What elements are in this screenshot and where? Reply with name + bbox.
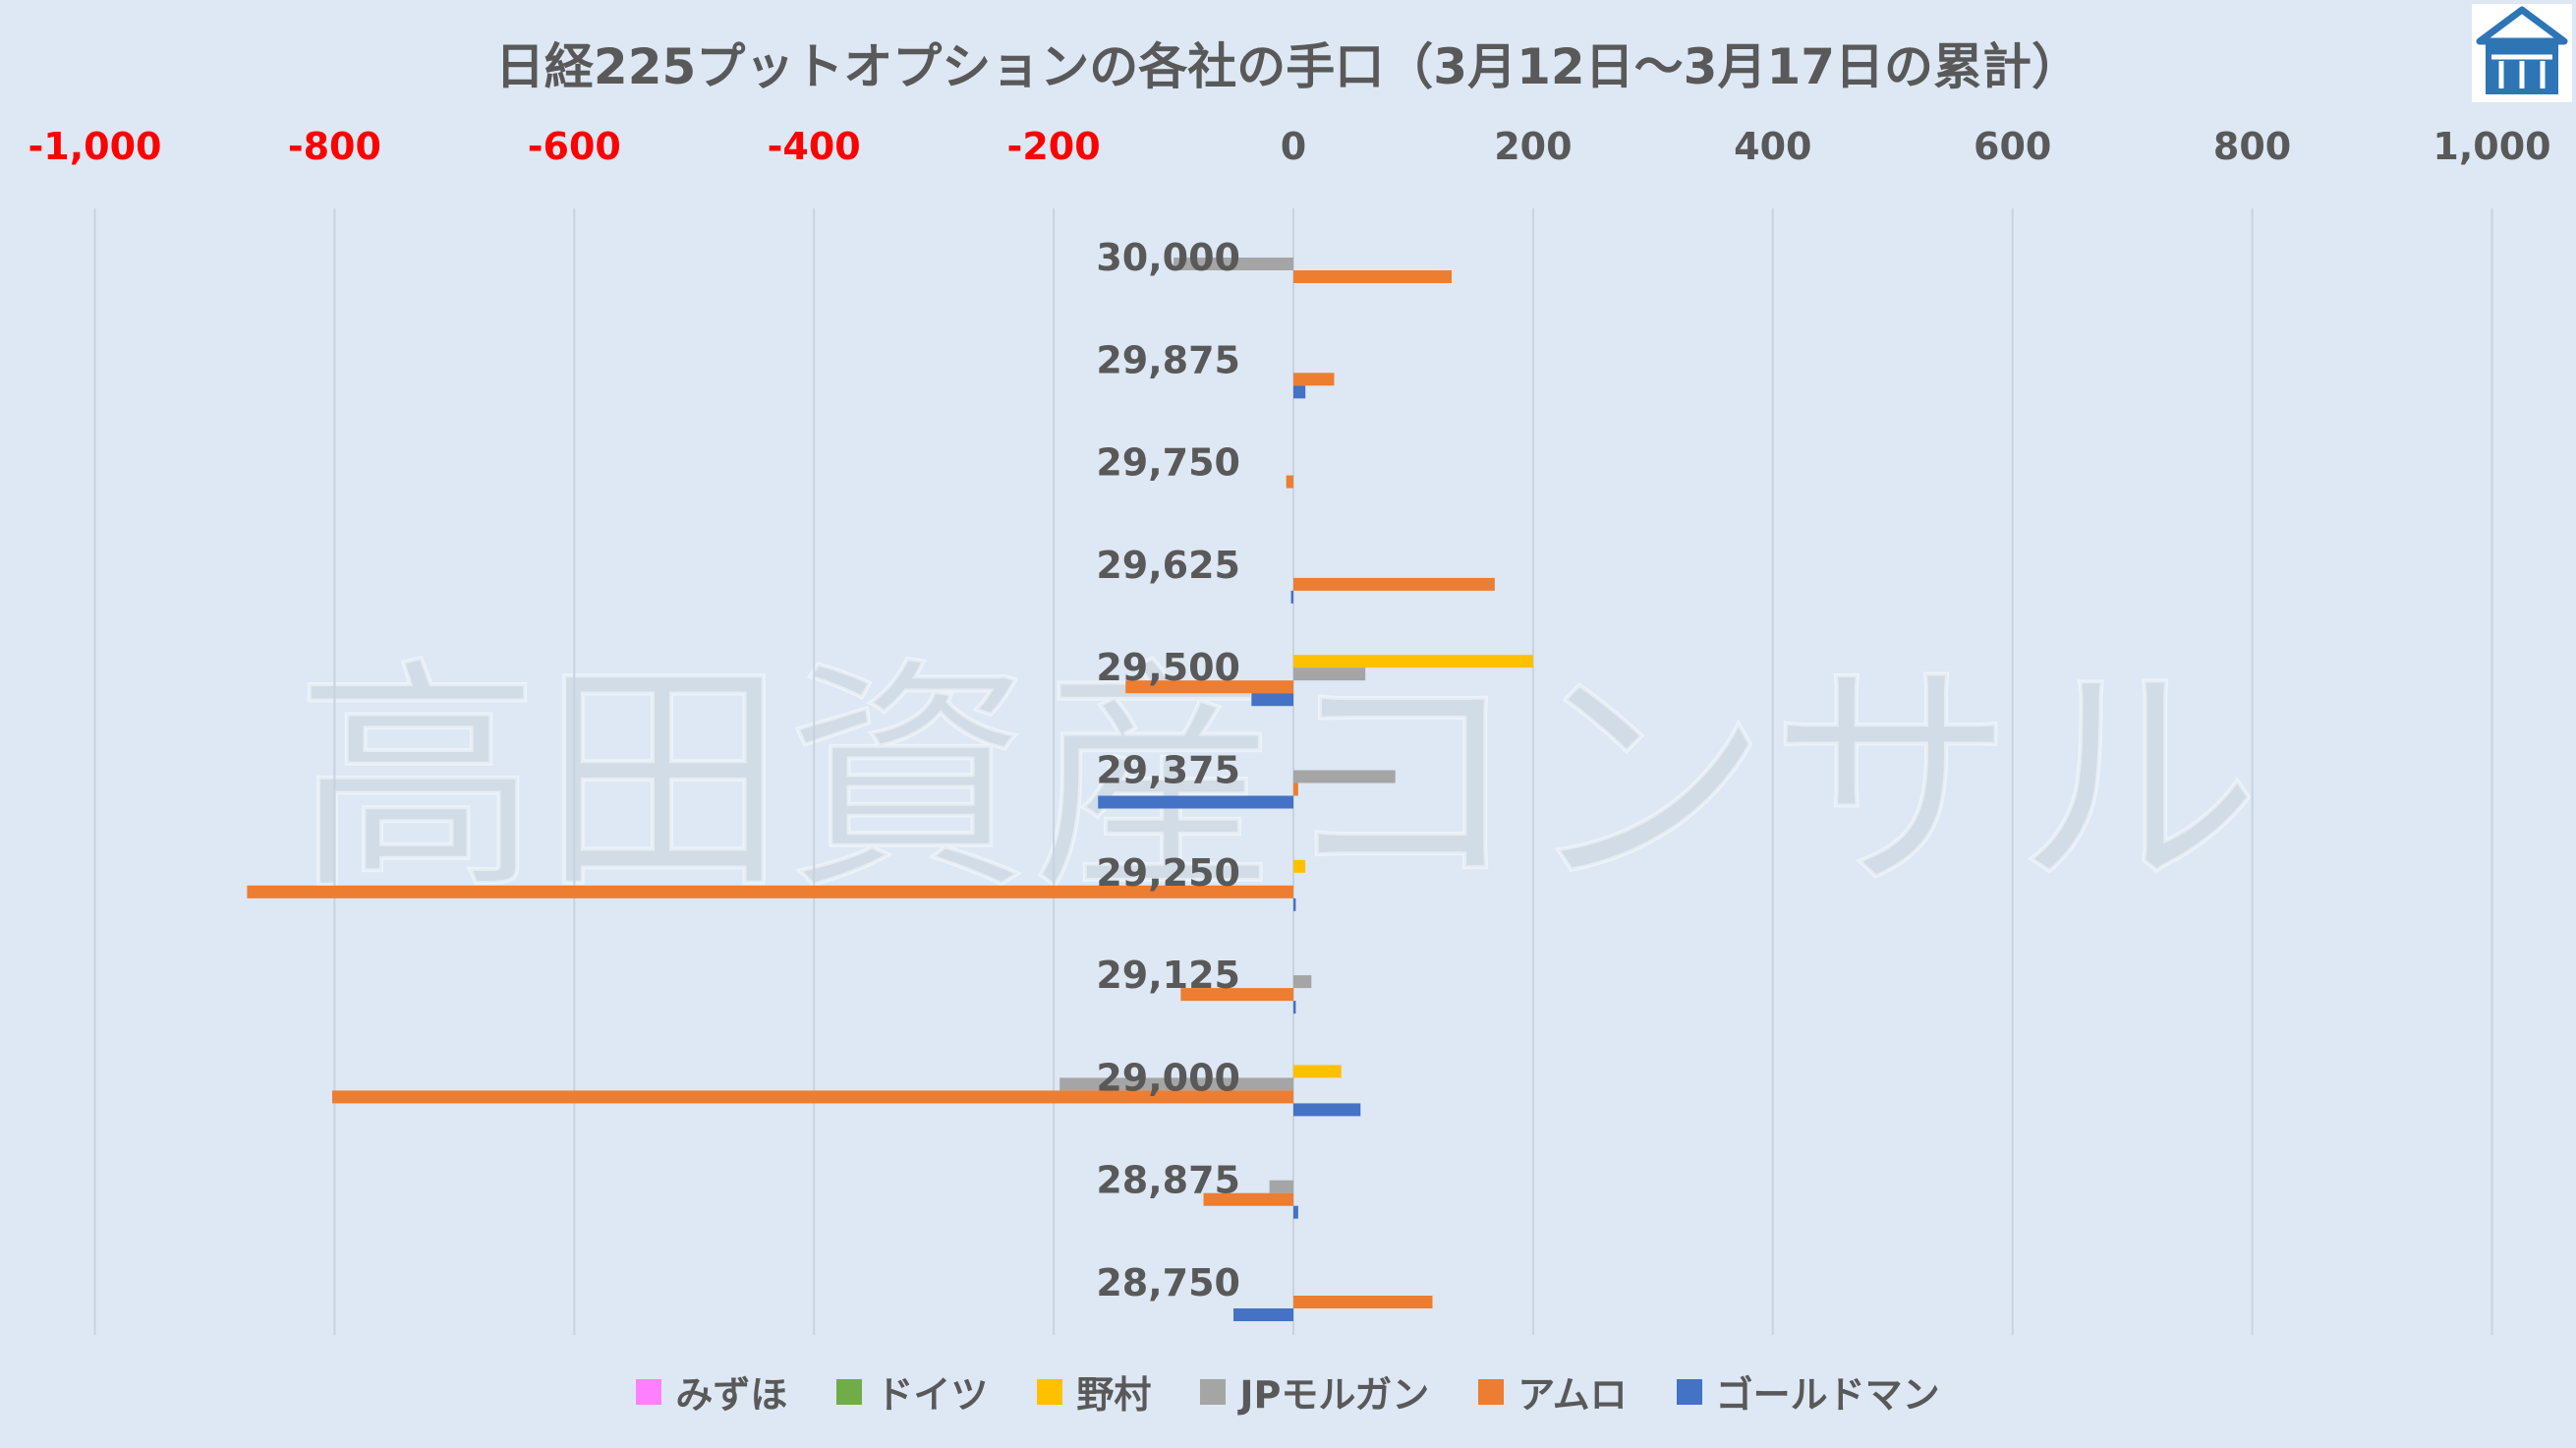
- bar: [1293, 1205, 1298, 1219]
- bar: [1293, 373, 1335, 386]
- x-tick-label: 800: [2213, 125, 2291, 168]
- legend-swatch: [836, 1378, 863, 1405]
- legend-item: ゴールドマン: [1676, 1364, 1940, 1419]
- legend-swatch: [1200, 1378, 1227, 1405]
- x-tick-label: -600: [528, 125, 621, 168]
- legend-swatch: [1478, 1378, 1505, 1405]
- bar: [247, 885, 1294, 898]
- bar: [1059, 1077, 1293, 1091]
- category-label: 29,500: [1096, 646, 1240, 689]
- legend-label: ゴールドマン: [1715, 1373, 1940, 1417]
- bar: [1293, 782, 1298, 796]
- legend-label: JPモルガン: [1239, 1373, 1430, 1417]
- bar: [1293, 270, 1452, 283]
- bar: [331, 1090, 1293, 1104]
- legend-item: ドイツ: [836, 1364, 988, 1419]
- category-label: 29,750: [1096, 441, 1240, 485]
- legend-swatch: [636, 1378, 662, 1405]
- x-tick-label: -200: [1007, 125, 1101, 168]
- x-tick-label: -800: [288, 125, 381, 168]
- bar: [1293, 1065, 1342, 1078]
- chart-title: 日経225プットオプションの各社の手口（3月12日～3月17日の累計）: [494, 38, 2082, 95]
- category-label: 30,000: [1096, 236, 1240, 279]
- bar: [1293, 1001, 1296, 1014]
- category-label: 28,875: [1096, 1159, 1240, 1202]
- bar: [1293, 859, 1306, 873]
- company-logo: [2472, 4, 2572, 102]
- bar: [1203, 1192, 1293, 1206]
- legend-item: 野村: [1037, 1364, 1151, 1419]
- bar: [1180, 988, 1293, 1002]
- x-tick-label: 400: [1734, 125, 1811, 168]
- x-tick-label: -400: [768, 125, 861, 168]
- bar: [1293, 385, 1306, 399]
- bar: [1293, 1296, 1433, 1308]
- legend-swatch: [1676, 1378, 1702, 1405]
- bar: [1293, 577, 1495, 591]
- category-label: 29,250: [1096, 851, 1240, 895]
- bar: [1125, 680, 1293, 694]
- category-label: 29,375: [1096, 749, 1240, 792]
- legend-label: ドイツ: [876, 1373, 989, 1417]
- x-tick-label: 600: [1974, 125, 2051, 168]
- bar: [1098, 795, 1293, 809]
- watermark-text: 高田資産コンサル: [295, 637, 2261, 923]
- bar: [1251, 693, 1293, 707]
- legend-item: JPモルガン: [1200, 1364, 1429, 1419]
- x-tick-label: 200: [1494, 125, 1572, 168]
- legend-item: みずほ: [636, 1364, 787, 1419]
- bar: [1286, 475, 1293, 489]
- legend: みずほ ドイツ 野村 JPモルガン アムロ ゴールドマン: [0, 1364, 2576, 1419]
- legend-label: 野村: [1076, 1373, 1152, 1417]
- legend-label: みずほ: [675, 1373, 788, 1417]
- bar: [1290, 590, 1293, 604]
- category-label: 29,625: [1096, 544, 1240, 587]
- category-label: 29,125: [1096, 954, 1240, 997]
- bar: [1269, 1180, 1293, 1193]
- x-tick-label: -1,000: [29, 125, 162, 168]
- bar: [1293, 975, 1312, 989]
- legend-label: アムロ: [1517, 1373, 1628, 1417]
- x-tick-label: 1,000: [2433, 125, 2550, 168]
- legend-swatch: [1037, 1378, 1063, 1405]
- legend-item: アムロ: [1478, 1364, 1628, 1419]
- bar: [1174, 258, 1293, 270]
- bar: [1293, 655, 1533, 668]
- bar: [1293, 667, 1366, 681]
- x-tick-label: 0: [1281, 125, 1306, 168]
- category-label: 28,750: [1096, 1261, 1240, 1304]
- category-label: 29,875: [1096, 338, 1240, 381]
- category-label: 29,000: [1096, 1056, 1240, 1099]
- bar: [1233, 1308, 1293, 1321]
- bar: [1293, 1103, 1361, 1117]
- bar: [1293, 898, 1296, 911]
- bar: [1293, 770, 1396, 783]
